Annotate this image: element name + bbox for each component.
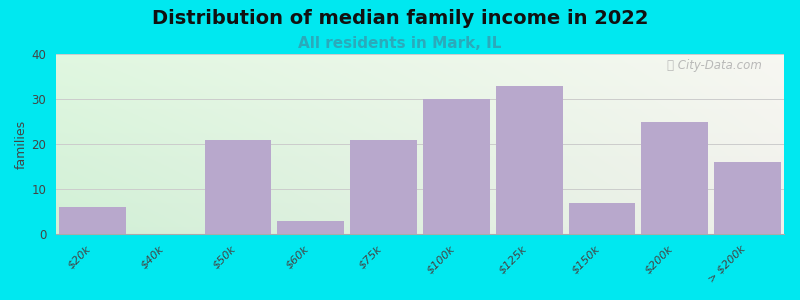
Text: Distribution of median family income in 2022: Distribution of median family income in … xyxy=(152,9,648,28)
Bar xyxy=(569,202,635,234)
Bar xyxy=(496,85,562,234)
Bar xyxy=(59,207,126,234)
Bar xyxy=(714,162,781,234)
Bar xyxy=(278,220,344,234)
Bar xyxy=(205,140,271,234)
Bar xyxy=(350,140,417,234)
Bar xyxy=(642,122,708,234)
Text: ⓘ City-Data.com: ⓘ City-Data.com xyxy=(667,59,762,72)
Bar xyxy=(423,99,490,234)
Y-axis label: families: families xyxy=(14,119,27,169)
Text: All residents in Mark, IL: All residents in Mark, IL xyxy=(298,36,502,51)
